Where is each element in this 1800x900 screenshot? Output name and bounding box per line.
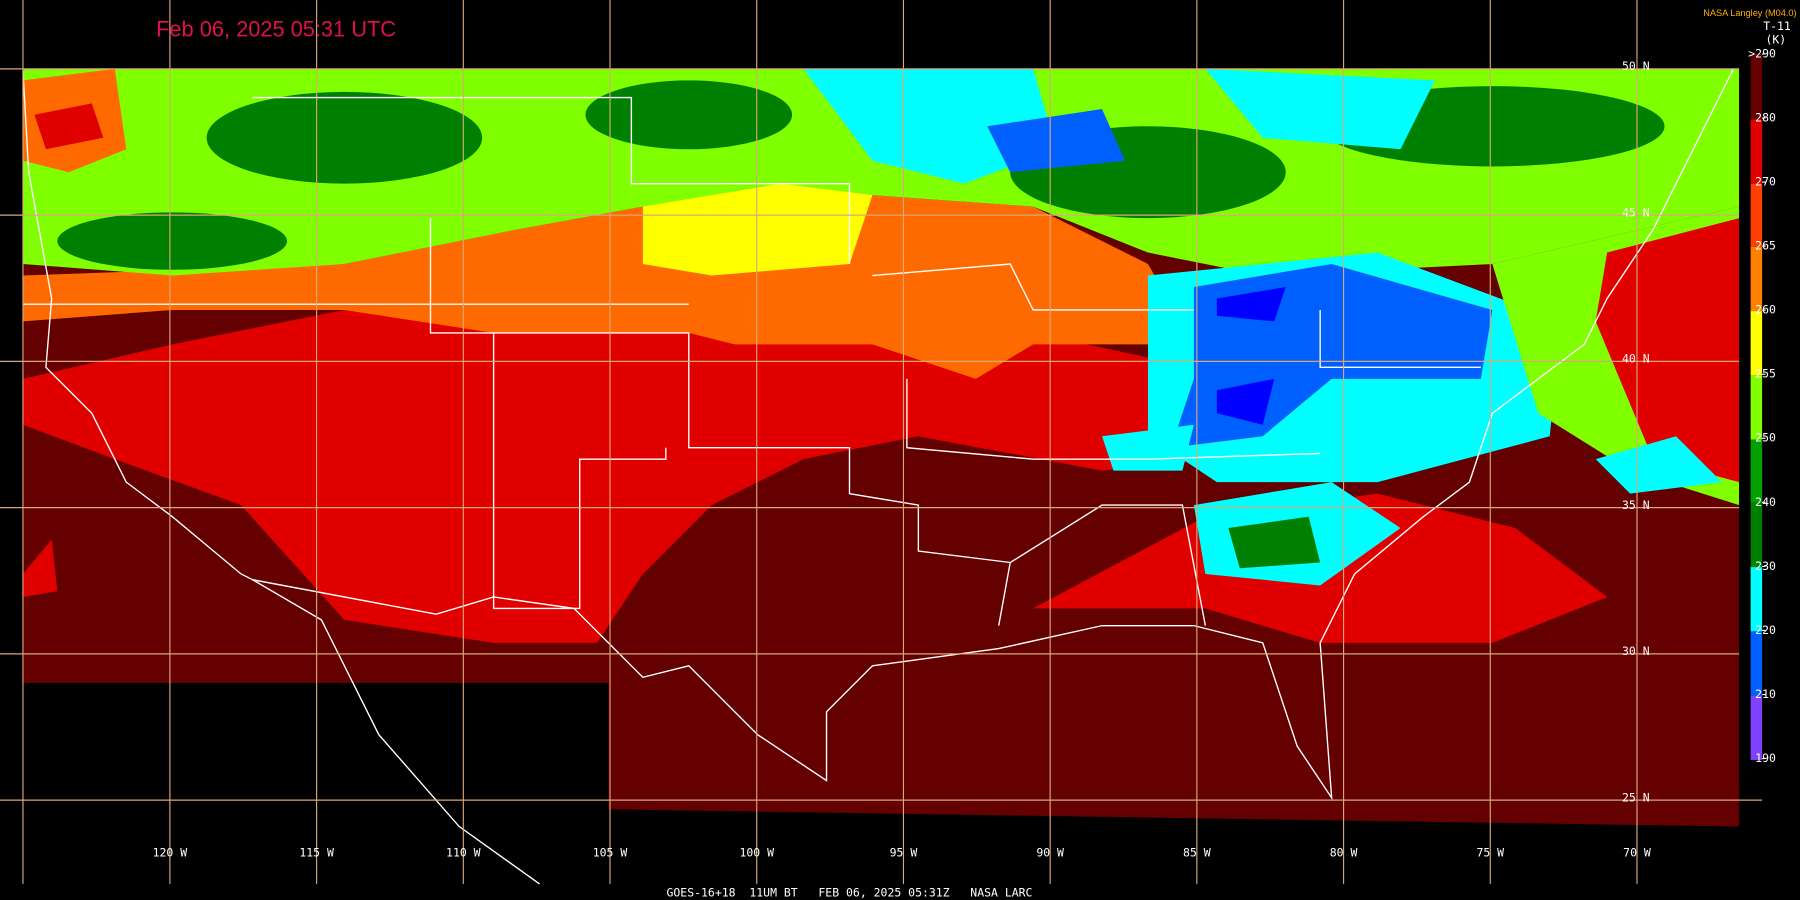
longitude-label: 70 W <box>1623 845 1651 859</box>
colorbar-title: T-11 <box>1763 19 1791 33</box>
longitude-label: 120 W <box>153 845 188 859</box>
colorbar-unit: (K) <box>1766 33 1787 47</box>
latitude-label: 40 N <box>1622 352 1650 366</box>
colorbar-tick-label: 220 <box>1755 623 1776 637</box>
footer: GOES-16+18 11UM BT FEB 06, 2025 05:31Z N… <box>667 886 1033 900</box>
longitude-label: 105 W <box>593 845 628 859</box>
longitude-label: 75 W <box>1476 845 1504 859</box>
colorbar-tick-label: 190 <box>1755 751 1776 765</box>
colorbar: >290 280 270 265 260 255 250 240 230 220 210 190 <box>1748 46 1776 765</box>
colorbar-tick-label: 250 <box>1755 431 1776 445</box>
outlines <box>22 68 1735 885</box>
longitude-label: 95 W <box>890 845 918 859</box>
longitude-label: 100 W <box>739 845 774 859</box>
credit: NASA Langley (M04.0) <box>1703 8 1796 18</box>
longitude-label: 80 W <box>1330 845 1358 859</box>
colorbar-tick-label: 230 <box>1755 559 1776 573</box>
colorbar-tick-label: 210 <box>1755 687 1776 701</box>
graticule: 120 W 115 W 110 W 105 W 100 W 95 W 90 W 85 W 80 … <box>0 0 1763 884</box>
colorbar-tick-label: >290 <box>1748 46 1776 60</box>
longitude-label: 110 W <box>446 845 481 859</box>
latitude-label: 35 N <box>1622 498 1650 512</box>
colorbar-tick-label: 265 <box>1755 239 1776 253</box>
colorbar-tick-label: 240 <box>1755 495 1776 509</box>
timestamp: Feb 06, 2025 05:31 UTC <box>156 17 396 42</box>
longitude-label: 85 W <box>1183 845 1211 859</box>
latitude-label: 30 N <box>1622 644 1650 658</box>
colorbar-tick-label: 260 <box>1755 303 1776 317</box>
colorbar-tick-label: 255 <box>1755 367 1776 381</box>
longitude-label: 115 W <box>299 845 334 859</box>
longitude-label: 90 W <box>1036 845 1064 859</box>
colorbar-tick-label: 280 <box>1755 110 1776 124</box>
latitude-label: 45 N <box>1622 205 1650 219</box>
latitude-label: 25 N <box>1622 790 1650 804</box>
colorbar-tick-label: 270 <box>1755 175 1776 189</box>
latitude-label: 50 N <box>1622 59 1650 73</box>
colorbar-panel <box>1739 45 1800 785</box>
imagery <box>22 68 1740 827</box>
